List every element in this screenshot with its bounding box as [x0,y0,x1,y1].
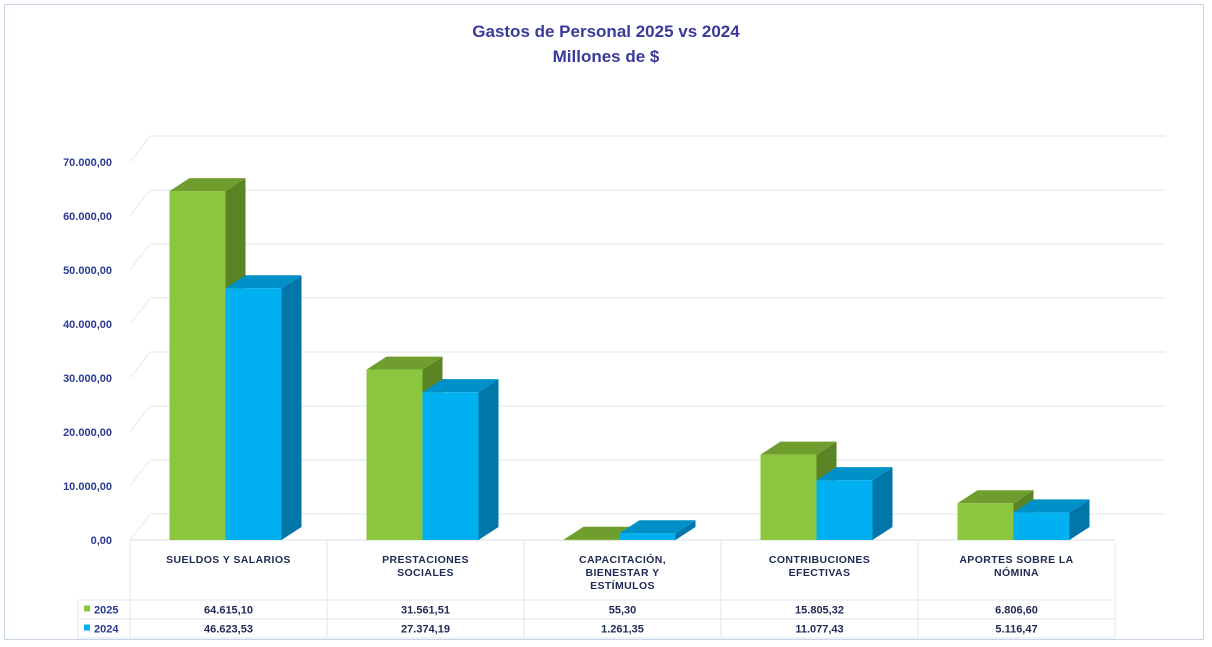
category-label: NÓMINA [994,566,1039,579]
legend-label-2024: 2024 [94,624,119,636]
y-tick-label: 60.000,00 [63,211,112,223]
bar-top-2025 [957,490,1034,504]
y-tick-label: 70.000,00 [63,157,112,169]
gridline-diagonal [129,351,151,379]
data-label: 31.561,51 [401,605,450,617]
data-label: 11.077,43 [795,624,843,636]
data-label: 46.623,53 [204,624,253,636]
bar-2024 [1013,512,1070,540]
y-tick-label: 40.000,00 [63,319,112,331]
data-label: 27.374,19 [401,624,450,636]
category-label: APORTES SOBRE LA [959,554,1073,566]
bar-2024 [422,392,479,540]
y-tick-label: 30.000,00 [63,373,112,385]
gridline-diagonal [129,243,151,271]
data-label: 15.805,32 [795,605,844,617]
gridline-diagonal [129,459,151,487]
bar-2024 [225,288,282,540]
gridline-diagonal [129,189,151,217]
category-label: EFECTIVAS [789,567,851,579]
bar-2024 [816,480,873,540]
legend-key-2024 [84,624,90,631]
bar-2025 [169,191,226,540]
category-label: SUELDOS Y SALARIOS [166,554,291,566]
bar-side-2024 [675,520,696,540]
y-tick-label: 20.000,00 [63,427,112,439]
bar-2025 [760,454,817,540]
bar-side-2024 [872,467,893,540]
bar-2025 [366,369,423,540]
data-label: 55,30 [609,605,637,617]
category-label: CAPACITACIÓN, [579,553,666,566]
chart-subtitle: Millones de $ [552,47,660,66]
bar-side-2024 [1069,499,1090,540]
bar-top-2024 [1013,499,1090,513]
data-label: 1.261,35 [601,624,644,636]
data-label: 64.615,10 [204,605,253,617]
gridline-diagonal [129,405,151,433]
bar-top-2024 [225,275,302,289]
bar-top-2024 [619,520,696,534]
bar-top-2025 [169,178,246,192]
bar-2024 [619,533,676,540]
category-label: PRESTACIONES [382,554,469,566]
bar-top-2024 [816,467,893,481]
gridline-diagonal [129,513,151,541]
y-tick-label: 0,00 [91,535,112,547]
chart-title: Gastos de Personal 2025 vs 2024 [472,22,740,41]
data-label: 6.806,60 [995,605,1038,617]
bar-2025 [957,503,1014,540]
category-label: ESTÍMULOS [590,579,655,592]
legend-key-2025 [84,605,90,612]
category-label: SOCIALES [397,567,454,579]
y-tick-label: 10.000,00 [63,481,112,493]
bar-top-2024 [422,379,499,393]
bar-side-2024 [478,379,499,540]
bar-top-2025 [760,441,837,455]
y-tick-label: 50.000,00 [63,265,112,277]
legend-label-2025: 2025 [94,605,118,617]
category-label: CONTRIBUCIONES [769,554,870,566]
bar-2025 [563,539,620,541]
data-label: 5.116,47 [995,624,1037,636]
gridline-diagonal [129,135,151,163]
bar-side-2024 [281,275,302,540]
gridline-diagonal [129,297,151,325]
bar-top-2025 [366,356,443,370]
category-label: BIENESTAR Y [585,567,659,579]
